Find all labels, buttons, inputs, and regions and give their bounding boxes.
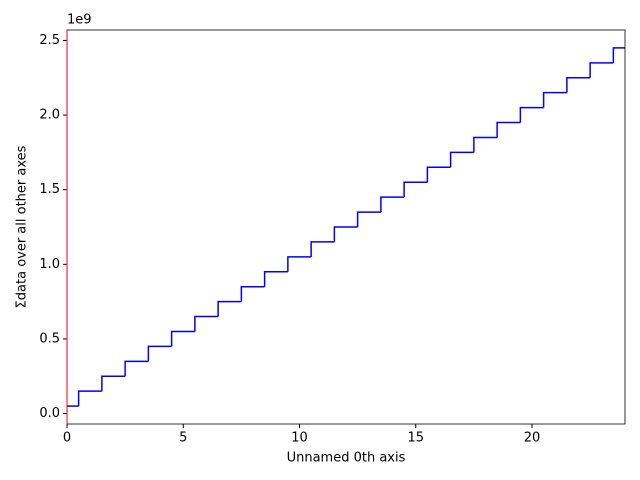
step-segment <box>170 330 195 347</box>
step-segment <box>194 315 219 332</box>
step-segment <box>612 47 625 63</box>
step-segment <box>217 300 242 317</box>
step-segment <box>496 121 521 138</box>
step-segment <box>589 62 614 78</box>
y-tick-label: 2.5 <box>39 33 60 48</box>
y-axis-label: Σdata over all other axes <box>15 145 30 308</box>
step-segment <box>519 106 544 123</box>
step-segment <box>426 166 451 183</box>
step-segment <box>147 345 172 362</box>
x-tick-label: 15 <box>407 431 424 446</box>
y-tick-label: 1.5 <box>39 182 60 197</box>
y-tick-label: 2.0 <box>39 108 60 123</box>
x-tick-label: 0 <box>63 431 71 446</box>
step-segment <box>449 151 474 168</box>
step-segment <box>101 375 126 392</box>
step-segment <box>403 181 428 198</box>
step-segment <box>333 226 358 242</box>
step-segment <box>124 360 149 377</box>
y-tick-label: 1.0 <box>39 257 60 272</box>
step-segment <box>473 136 498 153</box>
step-segment <box>310 241 335 257</box>
y-tick-label: 0.5 <box>39 331 60 346</box>
x-tick-label: 5 <box>179 431 187 446</box>
step-segment <box>380 196 405 213</box>
x-tick-label: 20 <box>524 431 541 446</box>
step-segment <box>356 211 381 227</box>
step-segment <box>287 256 312 272</box>
step-segment <box>263 271 288 287</box>
x-tick-label: 10 <box>291 431 308 446</box>
step-segment <box>566 77 591 93</box>
y-tick-label: 0.0 <box>39 406 60 421</box>
y-offset-text: 1e9 <box>67 13 92 28</box>
x-axis-label: Unnamed 0th axis <box>287 451 406 466</box>
step-segment <box>240 285 265 302</box>
step-segment <box>77 390 102 407</box>
step-segment <box>542 91 567 108</box>
